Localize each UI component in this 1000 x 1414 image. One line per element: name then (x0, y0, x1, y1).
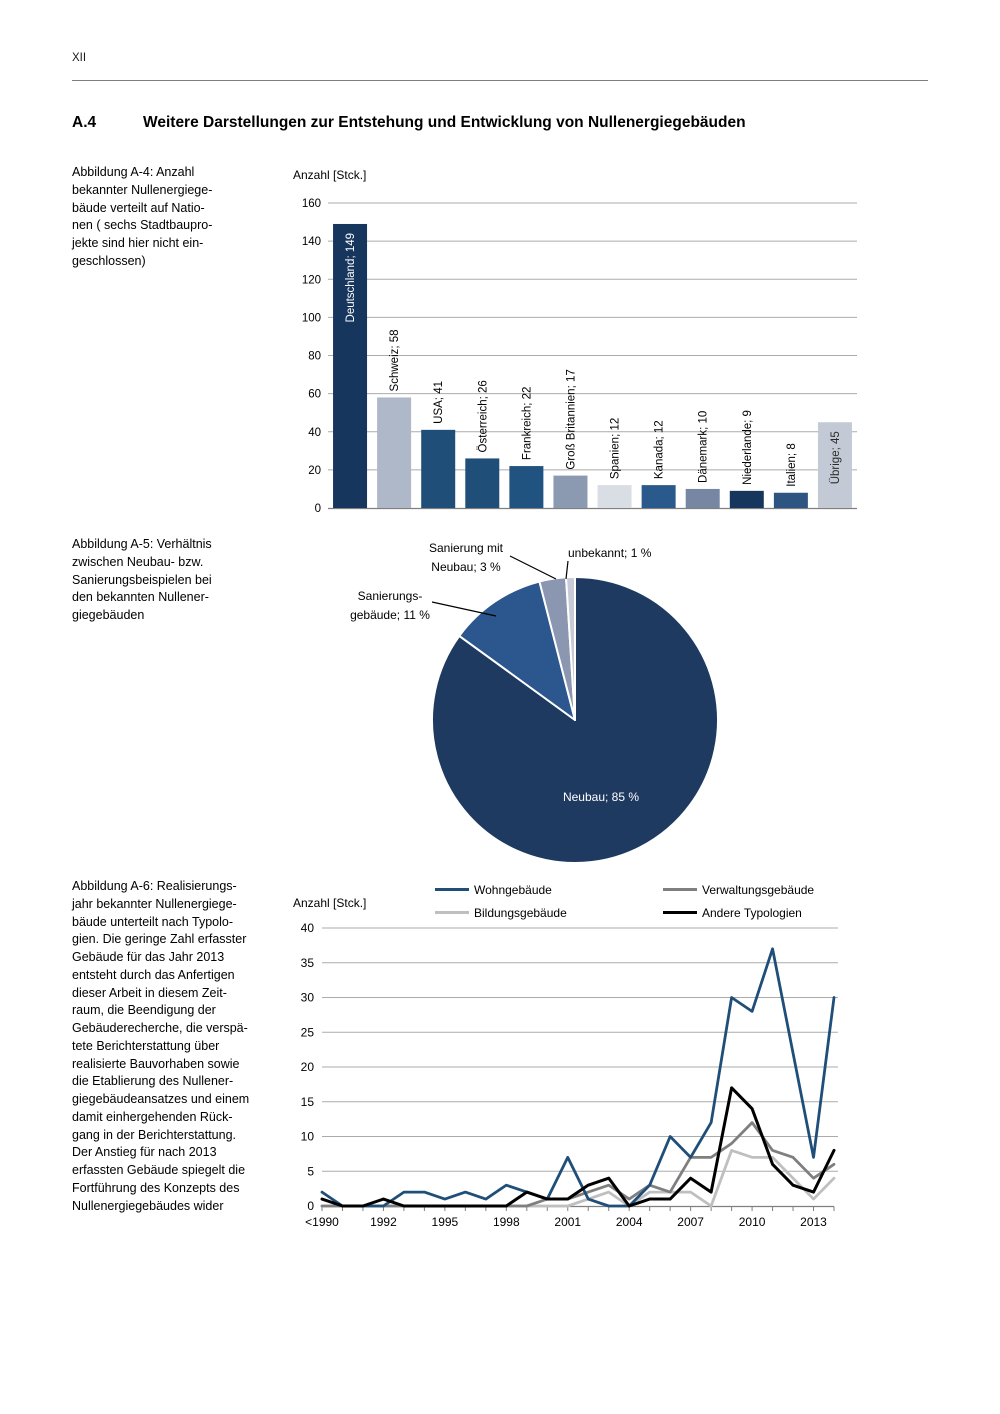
section-title: Weitere Darstellungen zur Entstehung und… (143, 114, 746, 131)
legend-line-swatch-verwaltungsgebaeude (663, 888, 697, 891)
svg-text:120: 120 (302, 274, 321, 286)
svg-text:Schweiz; 58: Schweiz; 58 (389, 329, 401, 391)
svg-text:USA; 41: USA; 41 (433, 381, 445, 424)
svg-text:Niederlande; 9: Niederlande; 9 (742, 410, 754, 485)
svg-text:0: 0 (315, 503, 321, 515)
pie-label-sanierung-mit-neubau: Sanierung mit Neubau; 3 % (428, 541, 504, 574)
svg-text:80: 80 (308, 351, 321, 363)
svg-text:2007: 2007 (677, 1215, 704, 1229)
figure-a4-bar-chart: Anzahl [Stck.] 0 20 40 60 80 100 120 140 160 Deut… (285, 165, 945, 525)
svg-text:2013: 2013 (800, 1215, 827, 1229)
legend-label-verwaltungsgebaeude: Verwaltungsgebäude (702, 882, 815, 897)
legend-label-wohngebaeude: Wohngebäude (474, 882, 552, 897)
pie-label-unbekannt: unbekannt; 1 % (568, 546, 652, 560)
legend-item-verwaltungsgebaeude: Verwaltungsgebäude (663, 883, 814, 897)
pie-leader-lines (431, 555, 569, 617)
svg-text:Italien; 8: Italien; 8 (786, 443, 798, 486)
svg-text:<1990: <1990 (305, 1215, 339, 1229)
svg-text:60: 60 (308, 389, 321, 401)
svg-text:1992: 1992 (370, 1215, 397, 1229)
legend-line-swatch-bildungsgebaeude (435, 911, 469, 914)
figure-a6-line-chart: Anzahl [Stck.] Wohngebäude Verwaltungsge… (285, 870, 945, 1230)
svg-text:35: 35 (301, 956, 315, 970)
svg-text:Österreich; 26: Österreich; 26 (477, 380, 489, 452)
svg-text:Frankreich; 22: Frankreich; 22 (521, 387, 533, 461)
line-chart-legend: Wohngebäude Verwaltungsgebäude Bildungsg… (435, 878, 814, 924)
legend-line-swatch-wohngebaeude (435, 888, 469, 891)
svg-text:0: 0 (307, 1199, 314, 1213)
svg-text:20: 20 (308, 465, 321, 477)
svg-text:Spanien; 12: Spanien; 12 (610, 418, 622, 479)
svg-text:40: 40 (308, 427, 321, 439)
svg-text:Übrige; 45: Übrige; 45 (830, 431, 842, 484)
svg-text:25: 25 (301, 1025, 315, 1039)
svg-text:2004: 2004 (616, 1215, 643, 1229)
svg-text:1998: 1998 (493, 1215, 520, 1229)
legend-item-andere-typologien: Andere Typologien (663, 906, 814, 920)
svg-text:Groß Britannien; 17: Groß Britannien; 17 (565, 369, 577, 469)
svg-text:Deutschland; 149: Deutschland; 149 (345, 233, 357, 323)
svg-text:5: 5 (307, 1164, 314, 1178)
svg-text:2001: 2001 (554, 1215, 581, 1229)
pie-label-sanierungsgebaeude: Sanierungs- gebäude; 11 % (350, 589, 430, 622)
figure-a4-y-axis-title: Anzahl [Stck.] (293, 168, 367, 182)
svg-text:Kanada; 12: Kanada; 12 (654, 420, 666, 479)
svg-text:15: 15 (301, 1095, 315, 1109)
svg-text:160: 160 (302, 198, 321, 210)
figure-a6-caption: Abbildung A-6: Realisierungs- jahr bekan… (72, 879, 250, 1213)
svg-text:20: 20 (301, 1060, 315, 1074)
bar-chart-canvas: 0 20 40 60 80 100 120 140 160 Deutschland; 149 Sch… (302, 198, 857, 515)
svg-text:2010: 2010 (739, 1215, 766, 1229)
figure-a5-pie-chart: Sanierung mit Neubau; 3 % unbekannt; 1 %… (340, 535, 740, 880)
legend-item-wohngebaeude: Wohngebäude (435, 883, 663, 897)
legend-line-swatch-andere-typologien (663, 911, 697, 914)
legend-label-bildungsgebaeude: Bildungsgebäude (474, 905, 567, 920)
pie-chart-canvas (431, 576, 719, 864)
pie-label-neubau: Neubau; 85 % (562, 790, 640, 804)
svg-text:40: 40 (301, 921, 315, 935)
header-rule (72, 80, 928, 81)
line-chart-canvas: 0 5 10 15 20 25 30 35 40 <1990 1992 1995 1998 2001 200… (301, 921, 838, 1229)
svg-text:30: 30 (301, 991, 315, 1005)
page-number: XII (72, 52, 87, 64)
figure-a5-caption: Abbildung A-5: Verhältnis zwischen Neuba… (72, 537, 212, 622)
section-number: A.4 (72, 114, 97, 131)
svg-text:1995: 1995 (432, 1215, 459, 1229)
svg-text:Dänemark; 10: Dänemark; 10 (698, 411, 710, 483)
svg-text:100: 100 (302, 312, 321, 324)
legend-item-bildungsgebaeude: Bildungsgebäude (435, 906, 663, 920)
svg-text:10: 10 (301, 1130, 315, 1144)
figure-a6-y-axis-title: Anzahl [Stck.] (293, 896, 367, 910)
svg-text:140: 140 (302, 236, 321, 248)
figure-a4-caption: Abbildung A-4: Anzahl bekannter Nullener… (72, 165, 213, 268)
legend-label-andere-typologien: Andere Typologien (702, 905, 802, 920)
